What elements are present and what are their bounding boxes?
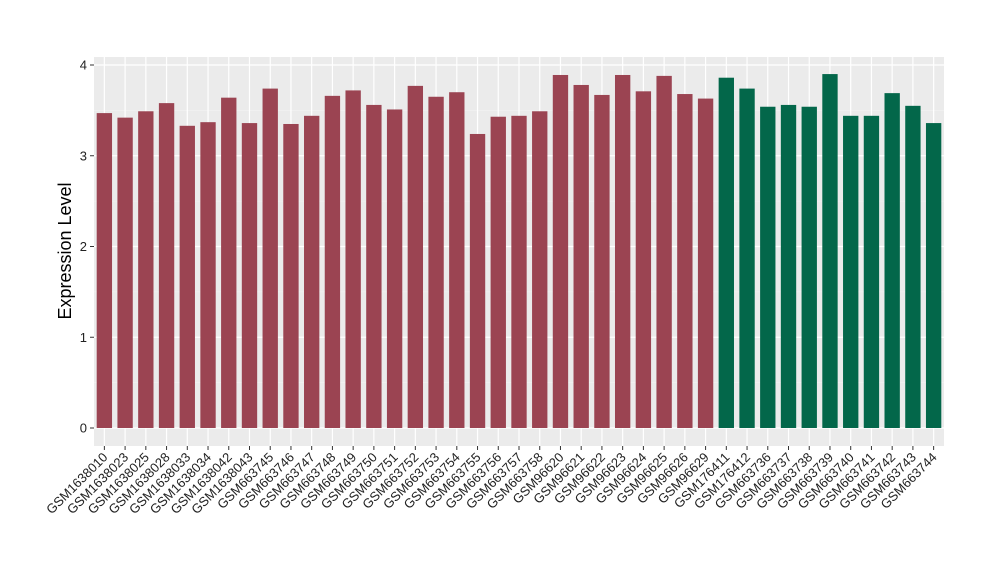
bar [386,109,403,428]
bar [863,115,880,428]
bar [490,116,506,428]
bar [614,74,631,429]
bar [801,106,817,429]
bar [532,111,548,428]
bar [573,84,589,428]
bar [511,115,527,428]
bar [96,113,113,428]
y-tick-label: 2 [80,239,87,254]
y-tick-label: 0 [80,421,87,436]
bar [179,125,195,429]
bar [304,115,320,428]
bar [780,104,797,429]
bar [677,94,693,428]
bar [262,88,278,428]
bar [697,98,714,428]
bar [407,85,424,428]
y-axis-title: Expression Level [55,182,75,319]
bar [884,93,900,428]
bar [200,122,216,429]
bar [718,77,734,428]
x-axis: GSM1638010GSM1638023GSM1638025GSM1638028… [43,446,940,517]
bar [739,88,755,428]
bar [283,123,299,429]
bar [241,123,258,428]
y-axis: 0 1 2 3 4 [80,58,94,436]
bar [138,111,154,428]
bar [760,106,776,429]
bar [345,90,361,428]
bar [158,103,175,429]
y-tick-label: 3 [80,148,87,163]
bar [428,96,444,428]
bar [905,105,921,429]
bar [635,91,652,428]
y-tick-label: 4 [80,58,87,73]
bar [552,74,569,429]
bar [843,115,859,428]
bar [469,133,486,428]
bar [656,75,672,428]
bars [96,74,942,429]
bar [594,94,610,428]
bar [117,117,133,428]
bar [221,97,237,429]
bar [324,95,341,428]
bar [822,74,838,428]
bar [449,92,465,428]
bar [925,123,942,428]
y-tick-label: 1 [80,330,87,345]
bar [366,104,382,429]
